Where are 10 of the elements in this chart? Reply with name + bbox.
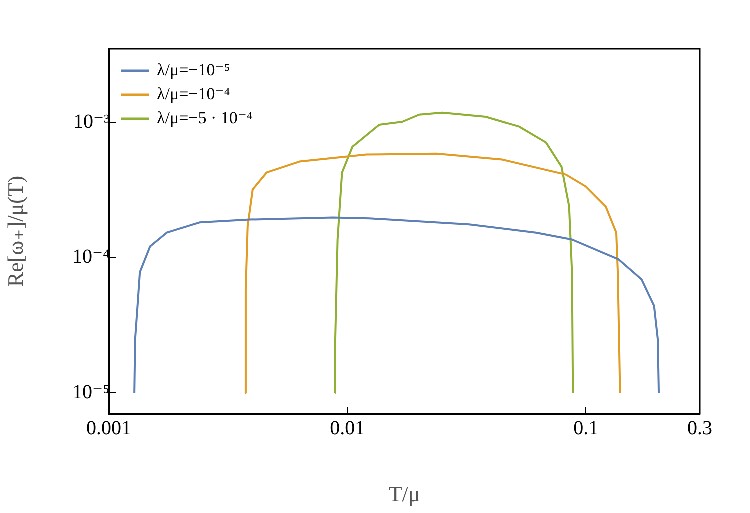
y-tick-label: 10⁻⁵ xyxy=(72,381,110,404)
x-tick-label: 0.3 xyxy=(688,417,712,440)
x-tick-label: 0.1 xyxy=(574,417,599,440)
x-axis-title: T/μ xyxy=(388,482,420,507)
x-tick-label: 0.001 xyxy=(86,417,132,440)
legend-label: λ/μ=−10⁻⁵ xyxy=(157,60,230,80)
legend-label: λ/μ=−10⁻⁴ xyxy=(157,84,230,104)
legend-label: λ/μ=−5 · 10⁻⁴ xyxy=(157,108,253,128)
y-axis-title: Re[ω₊]/μ(T) xyxy=(2,176,28,288)
x-tick-label: 0.01 xyxy=(330,417,366,440)
